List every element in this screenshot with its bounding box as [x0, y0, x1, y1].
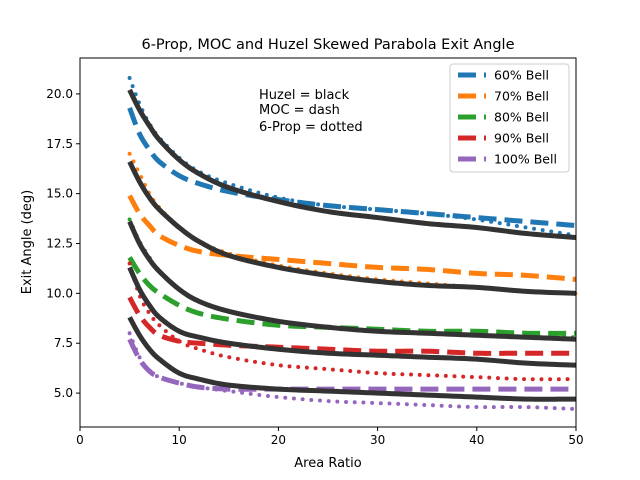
legend-label-70-bell: 70% Bell	[494, 89, 549, 104]
annotation-line-huzel: Huzel = black	[259, 88, 350, 103]
annotation-line-moc: MOC = dash	[259, 103, 340, 118]
huzel-line-60-bell	[127, 88, 577, 241]
legend-label-90-bell: 90% Bell	[494, 131, 549, 146]
y-tick-label: 15.0	[46, 187, 73, 201]
x-axis-label: Area Ratio	[294, 456, 361, 471]
moc-line-90-bell	[127, 296, 576, 356]
legend-box	[449, 63, 570, 173]
huzel-line-70-bell	[127, 160, 577, 296]
y-tick-label: 10.0	[46, 286, 73, 300]
x-tick-label: 10	[172, 433, 187, 447]
x-tick-label: 30	[370, 433, 385, 447]
legend: 60% Bell 70% Bell 80% Bell 90% Bell 100% Bel…	[449, 63, 570, 173]
y-tick-label: 20.0	[46, 87, 73, 101]
sixprop-line-100-bell	[127, 331, 578, 412]
annotation: Huzel = black MOC = dash 6-Prop = dotted	[259, 88, 363, 135]
chart-title: 6-Prop, MOC and Huzel Skewed Parabola Ex…	[141, 37, 514, 53]
huzel-line-100-bell	[127, 316, 576, 402]
x-tick-label: 0	[76, 433, 84, 447]
plot-marks	[127, 75, 578, 412]
legend-label-80-bell: 80% Bell	[494, 110, 549, 125]
plot-frame	[79, 57, 577, 428]
y-tick-label: 7.5	[54, 336, 73, 350]
legend-label-100-bell: 100% Bell	[494, 152, 557, 167]
y-axis: 5.0 7.5 10.0 12.5 15.0 17.5 20.0	[46, 87, 80, 400]
moc-line-70-bell	[127, 194, 577, 282]
x-tick-label: 40	[469, 433, 484, 447]
y-axis-label: Exit Angle (deg)	[20, 190, 35, 295]
huzel-line-90-bell	[127, 266, 577, 368]
huzel-line-80-bell	[127, 220, 577, 342]
annotation-line-sixprop: 6-Prop = dotted	[259, 120, 363, 135]
x-axis: 0 10 20 30 40 50	[76, 427, 584, 447]
y-tick-label: 5.0	[54, 386, 73, 400]
x-tick-label: 20	[271, 433, 286, 447]
y-tick-label: 12.5	[46, 236, 73, 250]
moc-line-80-bell	[127, 256, 577, 336]
legend-label-60-bell: 60% Bell	[494, 68, 549, 83]
y-tick-label: 17.5	[46, 137, 73, 151]
x-tick-label: 50	[568, 433, 583, 447]
